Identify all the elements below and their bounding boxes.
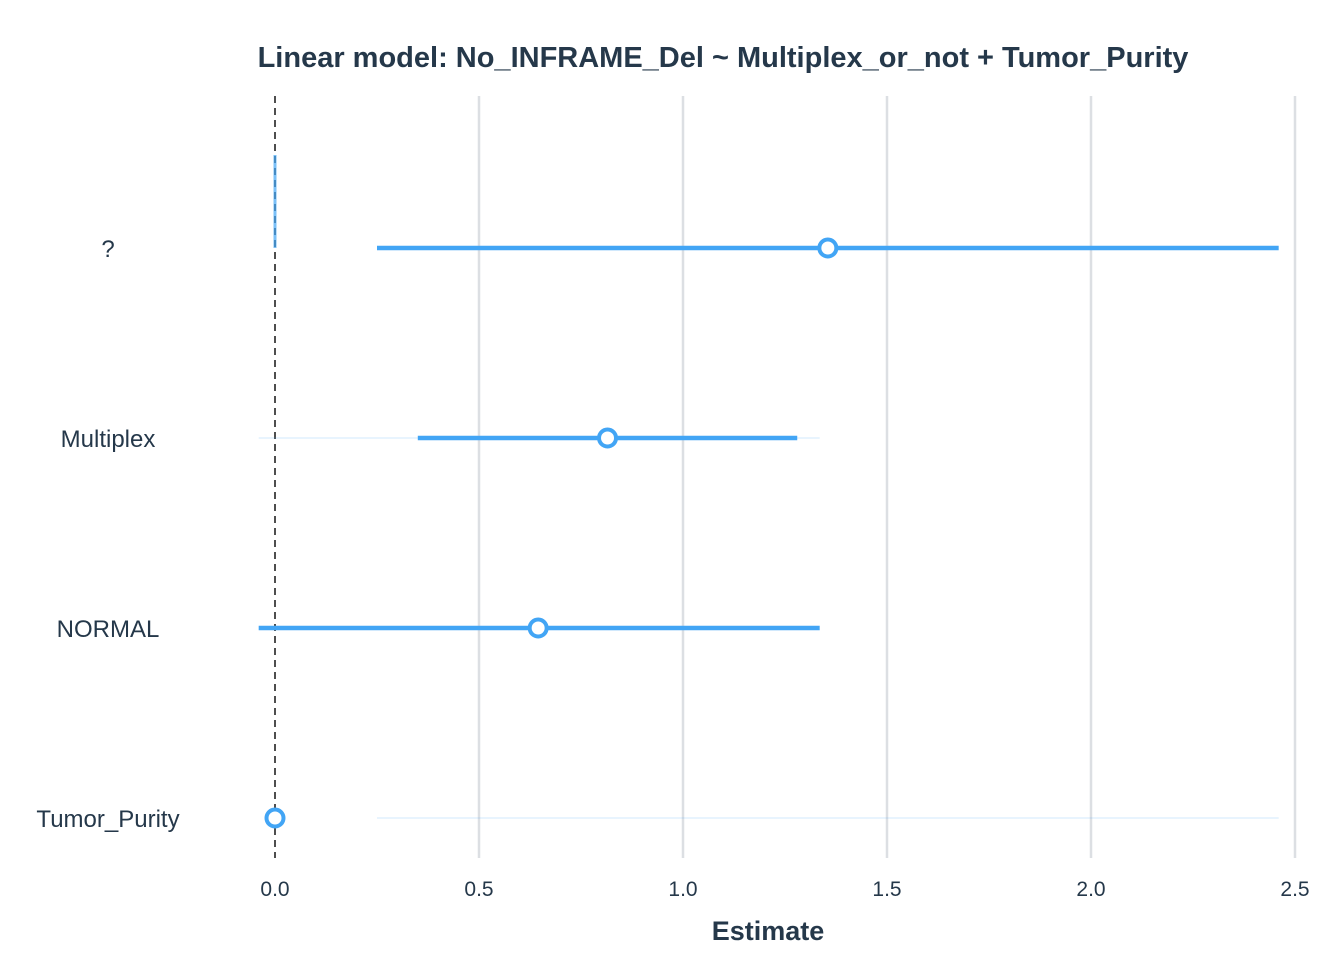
y-tick-label: Multiplex xyxy=(61,426,156,453)
x-tick-labels: 0.0 0.5 1.0 1.5 2.0 2.5 xyxy=(260,878,1309,901)
chart-title: Linear model: No_INFRAME_Del ~ Multiplex… xyxy=(258,42,1189,74)
estimate-point xyxy=(527,617,549,639)
estimate-point xyxy=(264,807,286,829)
y-tick-label: NORMAL xyxy=(57,616,160,643)
x-tick-label: 2.0 xyxy=(1076,878,1105,901)
x-tick-label: 0.5 xyxy=(464,878,493,901)
x-tick-label: 1.0 xyxy=(668,878,697,901)
data-layer xyxy=(258,155,1279,829)
x-tick-label: 2.5 xyxy=(1280,878,1309,901)
y-tick-label: ? xyxy=(101,236,114,263)
y-tick-label: Tumor_Purity xyxy=(36,806,179,833)
y-tick-labels: ? Multiplex NORMAL Tumor_Purity xyxy=(36,236,179,833)
grid-layer xyxy=(477,96,1297,858)
x-tick-label: 1.5 xyxy=(872,878,901,901)
x-axis-label: Estimate xyxy=(712,916,825,946)
estimate-point xyxy=(597,427,619,449)
x-tick-label: 0.0 xyxy=(260,878,289,901)
estimate-point xyxy=(817,237,839,259)
